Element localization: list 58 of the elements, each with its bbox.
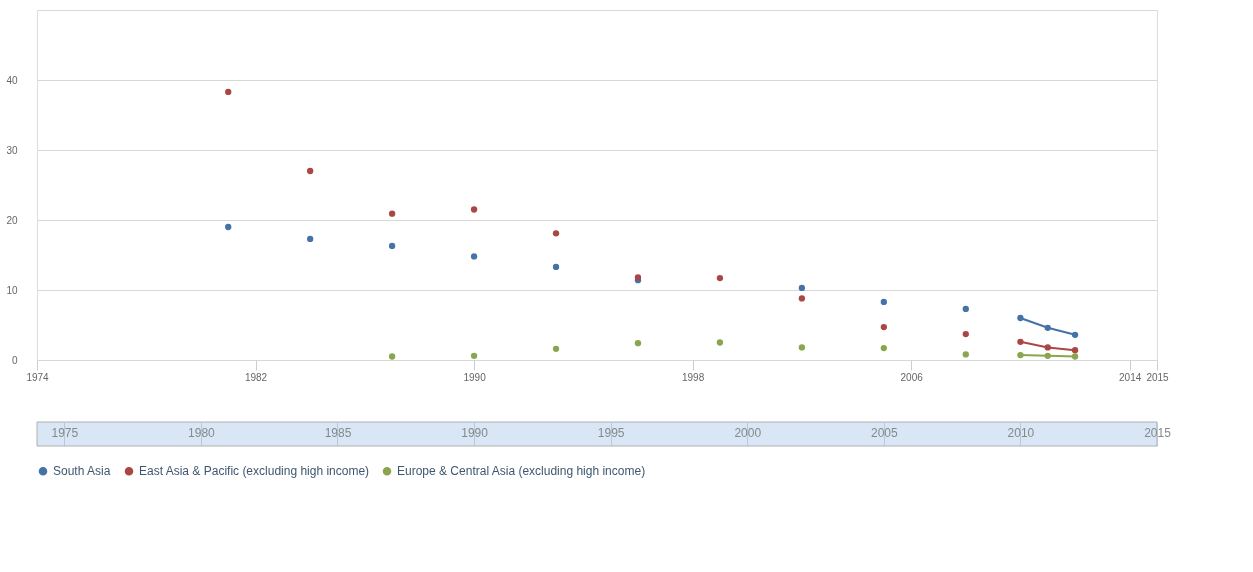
point — [1071, 347, 1079, 354]
point — [1071, 331, 1079, 338]
point — [552, 263, 560, 271]
point — [880, 298, 887, 306]
point — [307, 167, 314, 175]
point — [716, 274, 724, 282]
x2-tick-label: 1985 — [324, 425, 352, 440]
point — [798, 295, 806, 302]
legend-label: Europe & Central Asia (excluding high income) — [397, 464, 646, 479]
x2-tick-label: 1975 — [51, 425, 79, 440]
point — [1044, 324, 1051, 331]
x-tick-label: 1998 — [681, 371, 705, 383]
x2-tick-label: 2010 — [1007, 425, 1035, 440]
point — [716, 339, 724, 346]
point — [1017, 351, 1024, 359]
point — [880, 323, 887, 331]
point — [962, 305, 969, 313]
point — [225, 223, 232, 231]
y-tick-label: 0 — [11, 354, 18, 366]
legend-label: South Asia — [53, 464, 111, 479]
x2-tick-label: 2005 — [870, 425, 898, 440]
point — [470, 352, 478, 359]
point — [470, 206, 478, 213]
point — [962, 330, 969, 338]
x-tick-label: 1990 — [463, 371, 487, 383]
x-tick-label: 2015 — [1146, 371, 1170, 383]
x-tick-label: 1982 — [244, 371, 268, 383]
point — [1017, 314, 1024, 322]
x2-tick-label: 2000 — [734, 425, 762, 440]
x2-tick-label: 2015 — [1144, 425, 1172, 440]
x-tick-label: 2006 — [900, 371, 924, 383]
point — [1017, 338, 1024, 345]
legend-label: East Asia & Pacific (excluding high income) — [139, 464, 370, 479]
y-tick-label: 10 — [6, 284, 18, 296]
point — [1044, 344, 1051, 351]
y-tick-label: 20 — [6, 214, 18, 226]
point — [798, 284, 806, 292]
y-tick-label: 40 — [6, 74, 18, 86]
x2-tick-label: 1995 — [597, 425, 625, 440]
point — [880, 344, 887, 352]
point — [634, 340, 642, 347]
x-tick-label: 2014 — [1119, 371, 1142, 383]
x2-tick-label: 1990 — [461, 425, 489, 440]
point — [962, 351, 969, 358]
point — [388, 242, 396, 250]
x-tick-label: 1974 — [26, 371, 50, 383]
point — [552, 230, 560, 237]
point — [225, 88, 232, 96]
x2-tick-label: 1980 — [188, 425, 216, 440]
point — [552, 345, 560, 352]
point — [1071, 353, 1079, 360]
point — [1044, 352, 1051, 359]
point — [307, 235, 314, 243]
y-tick-label: 30 — [6, 144, 18, 156]
point — [798, 344, 806, 351]
point — [388, 210, 396, 217]
point — [470, 253, 478, 260]
point — [388, 353, 396, 360]
